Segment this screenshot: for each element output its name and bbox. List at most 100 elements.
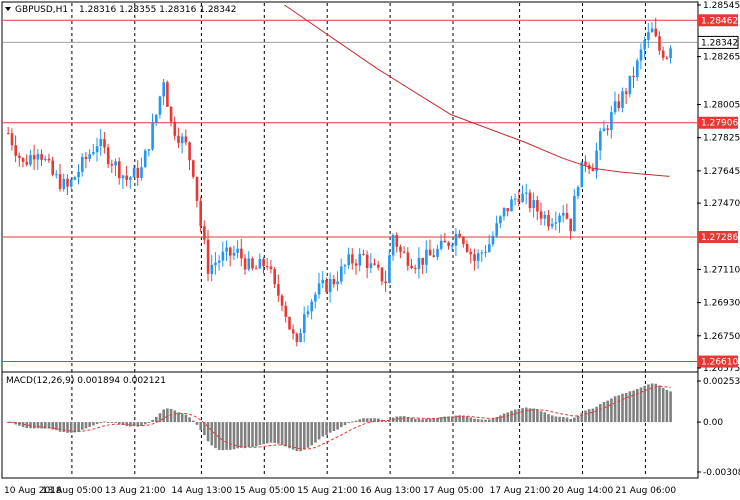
- candle-body: [658, 36, 661, 51]
- candle-body: [332, 279, 336, 285]
- price-panel[interactable]: [1, 1, 699, 373]
- candle-body: [262, 259, 265, 267]
- candle-body: [166, 82, 169, 107]
- level-tag: [698, 116, 738, 129]
- candle-body: [62, 178, 66, 189]
- macd-bar: [451, 416, 454, 423]
- macd-bar: [354, 420, 358, 423]
- macd-bar: [639, 387, 643, 423]
- candle-body: [362, 253, 365, 255]
- macd-bar: [140, 422, 143, 427]
- macd-bar: [266, 422, 269, 444]
- dropdown-icon[interactable]: [5, 7, 11, 11]
- macd-bar: [417, 418, 421, 423]
- macd-bar: [476, 419, 480, 423]
- macd-bar: [151, 419, 154, 423]
- macd-bar: [591, 408, 595, 423]
- candle-body: [121, 175, 125, 179]
- candle-body: [25, 161, 29, 165]
- candle-body: [636, 60, 639, 78]
- macd-bar: [499, 415, 502, 423]
- candlesticks: [7, 17, 672, 347]
- macd-bar: [647, 384, 650, 423]
- macd-bar: [299, 422, 302, 452]
- macd-bar: [199, 422, 202, 431]
- candle-body: [299, 332, 302, 343]
- candle-body: [40, 154, 43, 160]
- candle-body: [513, 198, 517, 200]
- macd-bar: [654, 383, 658, 423]
- macd-bar: [658, 385, 661, 423]
- candle-body: [155, 114, 158, 123]
- candle-body: [506, 208, 510, 212]
- macd-bar: [221, 422, 225, 451]
- macd-bar: [314, 422, 317, 443]
- candle-body: [136, 167, 140, 178]
- macd-bar: [229, 422, 232, 450]
- macd-bar: [610, 398, 613, 423]
- candle-body: [273, 269, 276, 285]
- macd-bar: [617, 395, 621, 423]
- candle-body: [317, 283, 321, 295]
- x-tick-label: 21 Aug 06:00: [615, 486, 676, 496]
- candle-body: [388, 255, 391, 284]
- candle-body: [47, 158, 51, 161]
- macd-bar: [525, 407, 528, 423]
- macd-bar: [121, 422, 125, 426]
- candle-body: [599, 131, 602, 151]
- candle-body: [510, 199, 513, 212]
- macd-bar: [277, 422, 280, 444]
- macd-bar: [136, 422, 140, 427]
- macd-panel[interactable]: [1, 371, 699, 479]
- candle-body: [443, 240, 447, 243]
- candle-body: [399, 246, 402, 252]
- y-tick-label: 1.26750: [703, 332, 740, 342]
- y-tick-label: 1.28545: [703, 1, 740, 11]
- macd-bar: [251, 422, 254, 447]
- candle-body: [621, 91, 624, 109]
- x-tick-label: 15 Aug 21:00: [297, 486, 358, 496]
- candle-body: [502, 208, 506, 217]
- macd-bar: [73, 422, 77, 433]
- macd-bar: [310, 422, 313, 446]
- macd-bar: [143, 422, 147, 425]
- macd-bar: [414, 418, 417, 423]
- macd-bar: [332, 422, 336, 432]
- macd-bar: [32, 422, 36, 429]
- candle-body: [395, 235, 399, 247]
- macd-bar: [388, 419, 391, 423]
- macd-bar: [351, 421, 354, 423]
- macd-bar: [488, 419, 491, 423]
- macd-bar: [539, 411, 543, 423]
- macd-bar: [55, 422, 58, 431]
- macd-bar: [95, 422, 99, 424]
- candle-body: [432, 255, 436, 257]
- candle-body: [243, 258, 247, 270]
- y-tick-label: 1.27645: [703, 167, 740, 177]
- macd-bar: [321, 422, 325, 437]
- macd-bar: [565, 417, 569, 423]
- macd-bar: [521, 408, 524, 423]
- candle-body: [288, 316, 291, 330]
- candle-body: [321, 279, 325, 284]
- macd-bar: [606, 400, 609, 423]
- macd-bar: [632, 390, 635, 423]
- candle-body: [369, 263, 373, 268]
- macd-bar: [428, 418, 432, 423]
- macd-bar: [192, 420, 195, 423]
- macd-bar: [343, 422, 347, 426]
- candle-body: [491, 235, 495, 245]
- candle-body: [469, 251, 473, 255]
- x-tick-label: 10 Aug 2018: [4, 486, 62, 496]
- candle-body: [291, 329, 295, 334]
- candle-body: [110, 163, 114, 166]
- macd-bar: [240, 422, 243, 448]
- macd-bar: [543, 412, 547, 423]
- ohlc-label: 1.28316 1.28355 1.28316 1.28342: [79, 5, 236, 15]
- macd-axis: 0.002533 0.00 -0.00308: [697, 377, 740, 478]
- candle-body: [303, 314, 306, 333]
- candle-body: [125, 175, 128, 180]
- candle-body: [92, 152, 95, 155]
- macd-bar: [166, 408, 169, 423]
